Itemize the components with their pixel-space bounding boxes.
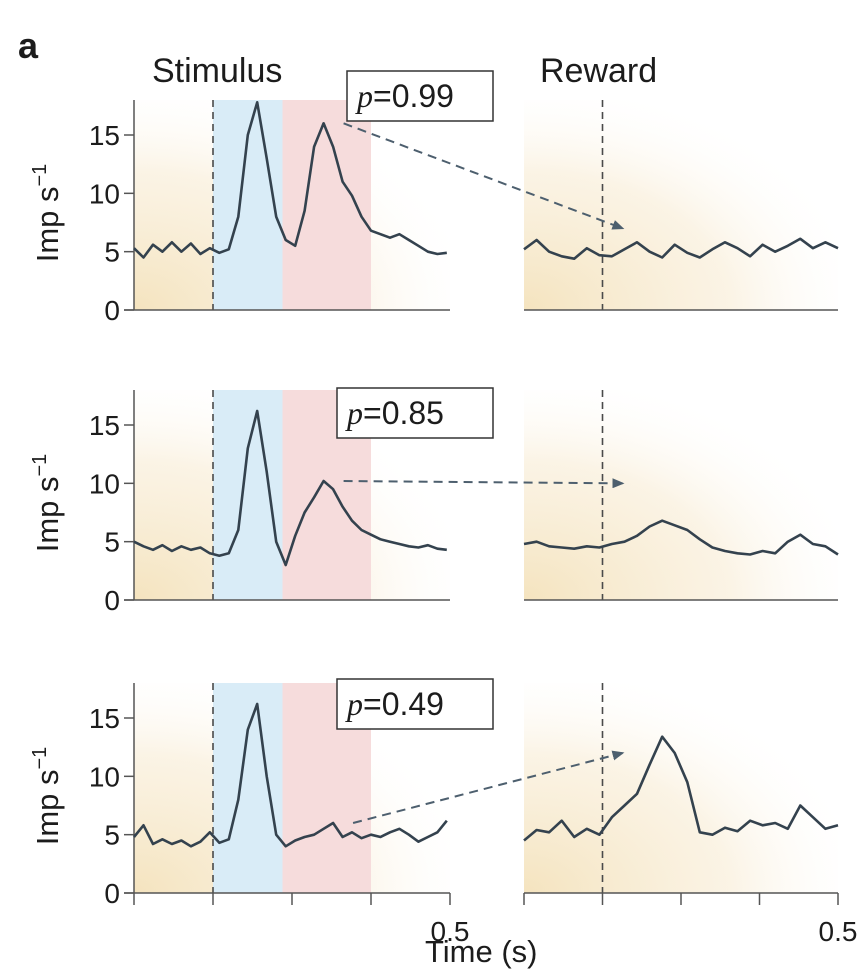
reward-firing-trace [523,519,839,556]
panel-row-1: 0 5 10 15 Imp s−1 p=0.99 [29,70,839,326]
column-title-stimulus: Stimulus [152,52,282,90]
stimulus-window-shade [213,683,283,893]
y-tick-label: 10 [89,178,120,209]
probability-box [336,387,494,439]
probability-label: p=0.85 [345,395,444,431]
reward-firing-trace [523,237,839,260]
reward-x-tick-label: 0.5 [819,916,858,947]
probability-label: p=0.49 [345,686,444,722]
prediction-arrow [343,478,625,489]
prediction-arrow [343,122,625,230]
panel-row-3: 0 5 10 15 Imp s−1 p=0.49 0.5 0.5 [29,678,858,947]
stimulus-window-shade [213,390,283,600]
column-title-reward: Reward [540,52,657,90]
y-tick-label: 0 [104,295,120,326]
probability-box [336,678,494,730]
probability-box [346,70,494,122]
y-tick-label: 0 [104,585,120,616]
y-axis-label: Imp s−1 [29,164,65,263]
stimulus-firing-trace [133,409,447,567]
x-axis-label: Time (s) [425,934,538,969]
reward-background-glow [524,100,838,310]
y-tick-label: 0 [104,878,120,909]
y-axis-label: Imp s−1 [29,747,65,846]
stimulus-firing-trace [132,702,448,848]
panels-group: 0 5 10 15 Imp s−1 p=0.99 0 5 10 15 Imp s−1 p=0.85 0 5… [29,70,858,947]
stimulus-x-tick-label: 0.5 [431,916,470,947]
y-tick-label: 5 [104,820,120,851]
panel-letter: a [18,25,39,66]
y-tick-label: 10 [89,761,120,792]
reward-background-glow [524,683,838,893]
reward-firing-trace [523,735,839,842]
probability-label: p=0.99 [355,78,454,114]
y-tick-label: 15 [89,120,120,151]
y-tick-label: 5 [104,237,120,268]
reward-background-glow [524,390,838,600]
y-tick-label: 15 [89,703,120,734]
y-tick-label: 10 [89,468,120,499]
prediction-arrow [352,750,625,824]
y-axis-label: Imp s−1 [29,454,65,553]
y-tick-label: 15 [89,410,120,441]
stimulus-firing-trace [133,101,447,259]
panel-row-2: 0 5 10 15 Imp s−1 p=0.85 [29,387,839,616]
y-tick-label: 5 [104,527,120,558]
